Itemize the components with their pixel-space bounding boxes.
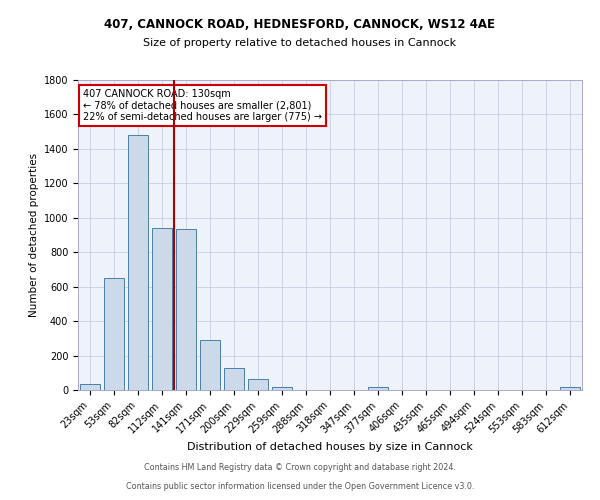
X-axis label: Distribution of detached houses by size in Cannock: Distribution of detached houses by size … (187, 442, 473, 452)
Bar (224, 368, 244, 390)
Bar (152, 228, 172, 390)
Text: Contains public sector information licensed under the Open Government Licence v3: Contains public sector information licen… (126, 482, 474, 491)
Text: 407, CANNOCK ROAD, HEDNESFORD, CANNOCK, WS12 4AE: 407, CANNOCK ROAD, HEDNESFORD, CANNOCK, … (104, 18, 496, 30)
Bar (248, 380, 268, 390)
Bar (104, 278, 124, 390)
Text: Contains HM Land Registry data © Crown copyright and database right 2024.: Contains HM Land Registry data © Crown c… (144, 464, 456, 472)
Y-axis label: Number of detached properties: Number of detached properties (29, 153, 40, 317)
Bar (368, 388, 388, 390)
Bar (128, 135, 148, 390)
Bar (80, 384, 100, 390)
Text: 407 CANNOCK ROAD: 130sqm
← 78% of detached houses are smaller (2,801)
22% of sem: 407 CANNOCK ROAD: 130sqm ← 78% of detach… (83, 90, 322, 122)
Bar (272, 386, 292, 390)
Bar (200, 340, 220, 390)
Bar (560, 388, 580, 390)
Text: Size of property relative to detached houses in Cannock: Size of property relative to detached ho… (143, 38, 457, 48)
Bar (176, 229, 196, 390)
